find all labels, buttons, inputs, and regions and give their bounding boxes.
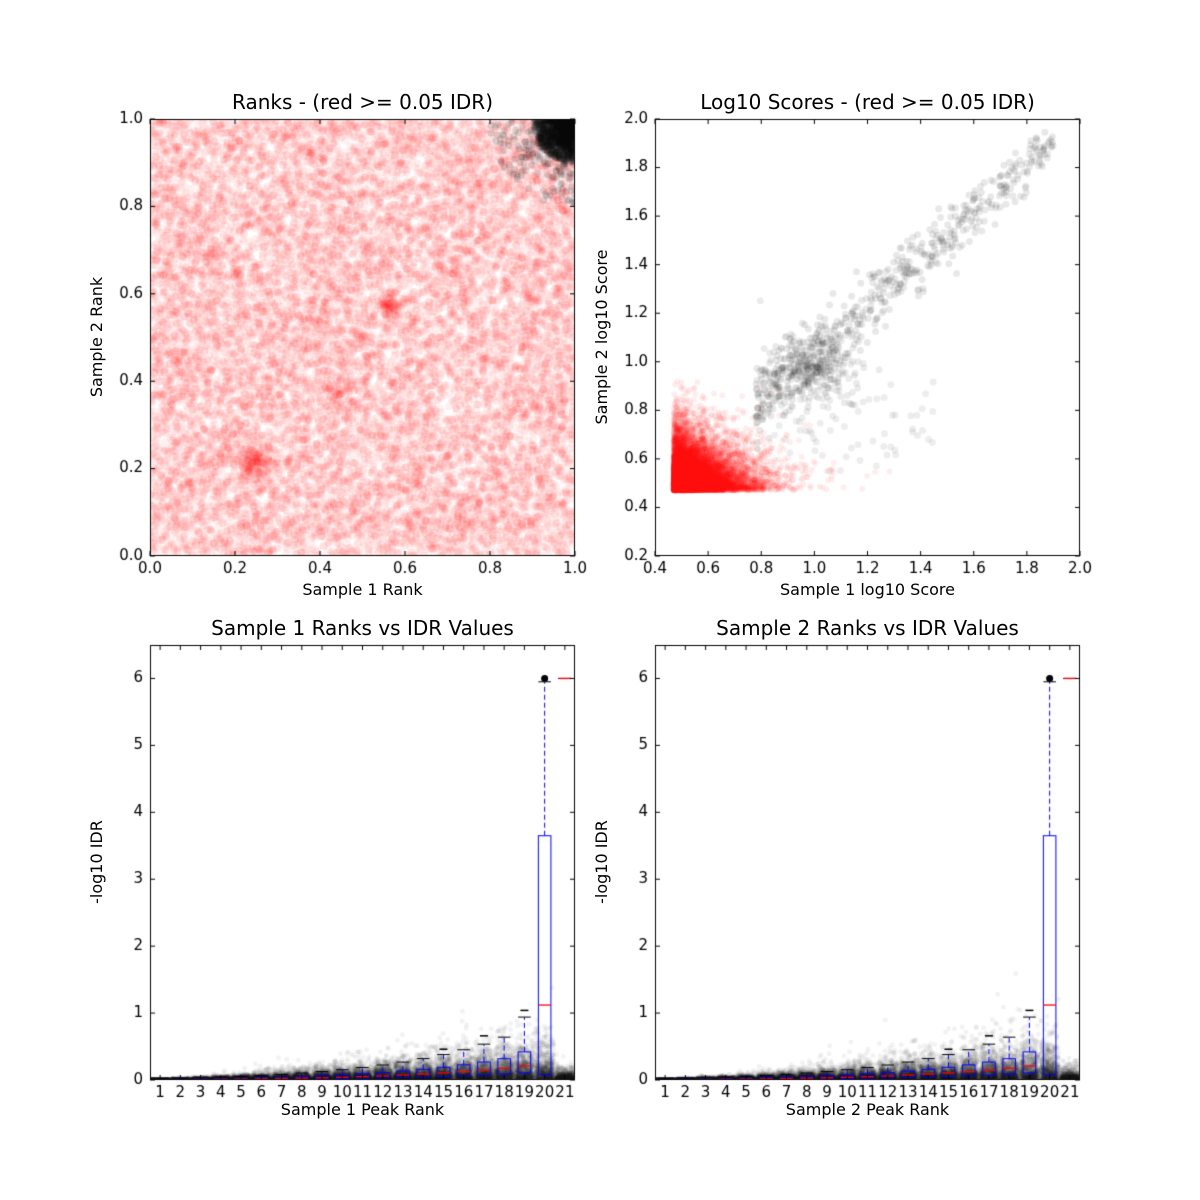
sample2-idr-yaxis-label: -log10 IDR xyxy=(592,820,611,904)
ranks-yaxis-label: Sample 2 Rank xyxy=(87,276,106,398)
sample1-idr-boxplot-canvas xyxy=(0,600,600,1200)
sample1-idr-yaxis-label: -log10 IDR xyxy=(87,820,106,904)
log10-scores-scatter-canvas xyxy=(600,0,1200,600)
sample2-idr-plot-title: Sample 2 Ranks vs IDR Values xyxy=(716,616,1019,640)
sample1-idr-xaxis-label: Sample 1 Peak Rank xyxy=(280,1100,445,1119)
log10-scores-plot-title: Log10 Scores - (red >= 0.05 IDR) xyxy=(700,90,1035,114)
sample1-idr-plot-title: Sample 1 Ranks vs IDR Values xyxy=(211,616,514,640)
ranks-plot-title: Ranks - (red >= 0.05 IDR) xyxy=(231,90,494,114)
sample2-idr-boxplot-canvas xyxy=(600,600,1200,1200)
log10-scores-yaxis-label: Sample 2 log10 Score xyxy=(592,249,611,425)
sample2-idr-xaxis-label: Sample 2 Peak Rank xyxy=(785,1100,950,1119)
log10-scores-xaxis-label: Sample 1 log10 Score xyxy=(780,580,955,599)
ranks-xaxis-label: Sample 1 Rank xyxy=(302,580,423,599)
ranks-scatter-canvas xyxy=(0,0,600,600)
